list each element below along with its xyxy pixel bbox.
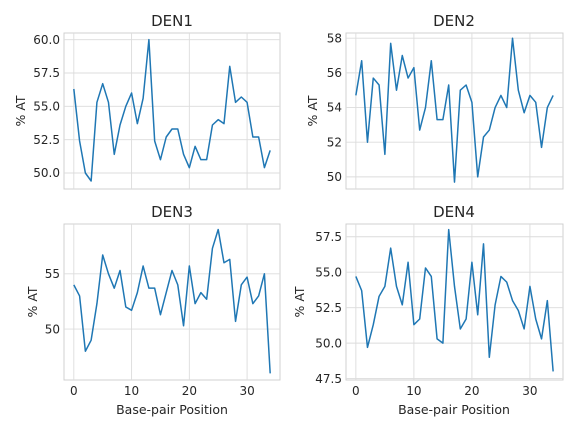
plot-area-den3 [63,223,281,381]
y-tick-label: 52.5 [315,301,342,315]
x-tick-label: 10 [406,384,421,398]
y-tick-label: 58 [327,31,342,45]
plot-area-den2 [345,32,564,190]
subplot-title-den3: DEN3 [151,203,193,221]
gridlines-den1 [64,33,280,189]
plot-area-den1 [63,32,281,190]
x-tick-label: 0 [70,384,78,398]
subplot-title-den1: DEN1 [151,12,193,30]
ticks-den4: 0 10 20 30 47.5 50.0 52.5 55.0 57.5 [315,230,537,398]
y-tick-label: 50 [45,322,60,336]
y-tick-label: 55 [45,267,60,281]
x-tick-label: 20 [182,384,197,398]
y-tick-label: 50.0 [33,166,60,180]
y-tick-label: 54 [327,101,342,115]
line-series-den2 [355,37,554,183]
y-tick-label: 47.5 [315,372,342,386]
line-series-den3 [73,228,271,374]
xlabel-den4: Base-pair Position [398,402,510,417]
x-tick-label: 30 [239,384,254,398]
ticks-den2: 50 52 54 56 58 [327,31,342,184]
subplot-title-den4: DEN4 [433,203,475,221]
gridlines-den4 [346,224,563,380]
line-series-den4 [355,228,554,372]
x-tick-label: 20 [464,384,479,398]
ylabel-den2: % AT [305,95,320,126]
subplot-den1: 50.0 52.5 55.0 57.5 60.0 DEN1 % AT [13,12,281,190]
ylabel-den3: % AT [25,286,40,317]
x-tick-label: 10 [124,384,139,398]
y-tick-label: 52 [327,135,342,149]
ticks-den3: 0 10 20 30 50 55 [45,267,255,398]
y-tick-label: 60.0 [33,33,60,47]
y-tick-label: 57.5 [33,66,60,80]
y-tick-label: 52.5 [33,133,60,147]
subplot-title-den2: DEN2 [433,12,475,30]
plot-area-den4 [345,223,564,381]
y-tick-label: 55.0 [33,100,60,114]
y-tick-label: 50 [327,170,342,184]
x-tick-label: 30 [522,384,537,398]
ylabel-den1: % AT [13,95,28,126]
y-tick-label: 57.5 [315,230,342,244]
y-tick-label: 55.0 [315,265,342,279]
y-tick-label: 50.0 [315,336,342,350]
subplot-den4: 0 10 20 30 47.5 50.0 52.5 55.0 57.5 DEN4 % AT Ba… [292,203,564,417]
subplot-den3: 0 10 20 30 50 55 DEN3 % AT Base-pair Position [25,203,281,417]
ylabel-den4: % AT [292,286,307,317]
ticks-den1: 50.0 52.5 55.0 57.5 60.0 [33,33,60,180]
x-tick-label: 0 [352,384,360,398]
xlabel-den3: Base-pair Position [116,402,228,417]
y-tick-label: 56 [327,66,342,80]
subplot-den2: 50 52 54 56 58 DEN2 % AT [305,12,564,190]
line-series-den1 [73,38,271,182]
